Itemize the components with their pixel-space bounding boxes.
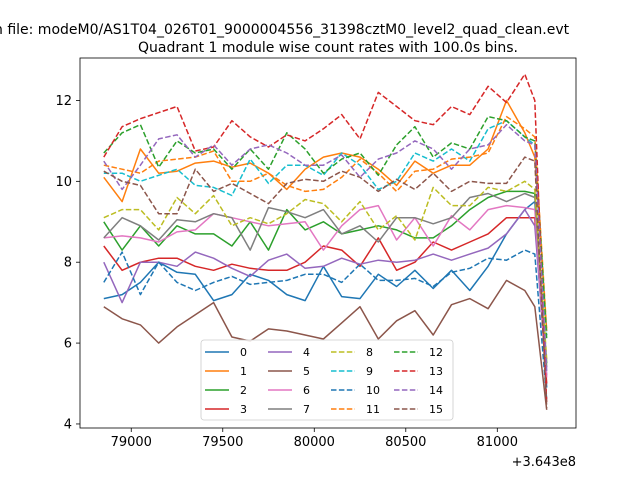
series-layer (103, 73, 548, 410)
x-tick-label: 80000 (294, 435, 335, 450)
x-tick-label: 79500 (202, 435, 243, 450)
legend-label-8: 8 (366, 346, 373, 359)
series-line-10 (103, 249, 548, 400)
series-line-9 (103, 119, 548, 336)
legend-label-0: 0 (240, 346, 247, 359)
legend-label-7: 7 (303, 403, 310, 416)
legend-label-13: 13 (429, 365, 443, 378)
legend-label-2: 2 (240, 384, 247, 397)
chart-title: Quadrant 1 module wise count rates with … (138, 40, 518, 56)
legend-box (200, 339, 454, 421)
series-line-11 (103, 115, 548, 332)
legend-label-9: 9 (366, 365, 373, 378)
legend-label-5: 5 (303, 365, 310, 378)
x-axis: 79000 79500 80000 80500 81000 (111, 428, 518, 450)
legend-label-6: 6 (303, 384, 310, 397)
x-tick-label: 81000 (477, 435, 518, 450)
series-line-7 (103, 192, 548, 368)
series-line-15 (103, 156, 548, 408)
legend-label-4: 4 (303, 346, 310, 359)
series-line-4 (103, 208, 548, 376)
axes-frame (79, 57, 577, 429)
series-line-6 (103, 204, 548, 378)
legend-label-12: 12 (429, 346, 443, 359)
plot-area (79, 57, 577, 429)
series-line-3 (103, 216, 548, 384)
legend-label-1: 1 (240, 365, 247, 378)
y-tick-label: 8 (64, 256, 72, 271)
series-line-13 (103, 73, 548, 404)
series-line-12 (103, 115, 548, 340)
y-tick-label: 12 (55, 94, 72, 109)
legend-label-14: 14 (429, 384, 443, 397)
series-line-5 (103, 279, 548, 410)
y-tick-label: 4 (64, 417, 72, 432)
series-line-2 (103, 190, 548, 364)
x-tick-label: 79000 (111, 435, 152, 450)
legend-label-10: 10 (366, 384, 380, 397)
y-tick-label: 10 (55, 175, 72, 190)
x-tick-label: 80500 (385, 435, 426, 450)
legend-label-11: 11 (366, 403, 380, 416)
y-axis: 4 6 8 10 12 (55, 94, 80, 432)
series-line-14 (103, 123, 548, 372)
legend-label-15: 15 (429, 403, 443, 416)
y-tick-label: 6 (64, 337, 72, 352)
x-offset-label: +3.643e8 (512, 455, 576, 470)
series-line-1 (103, 99, 548, 332)
legend-label-3: 3 (240, 403, 247, 416)
figure-suptitle: n file: modeM0/AS1T04_026T01_9000004556_… (0, 22, 570, 38)
series-line-0 (103, 200, 548, 388)
series-line-8 (103, 180, 548, 360)
